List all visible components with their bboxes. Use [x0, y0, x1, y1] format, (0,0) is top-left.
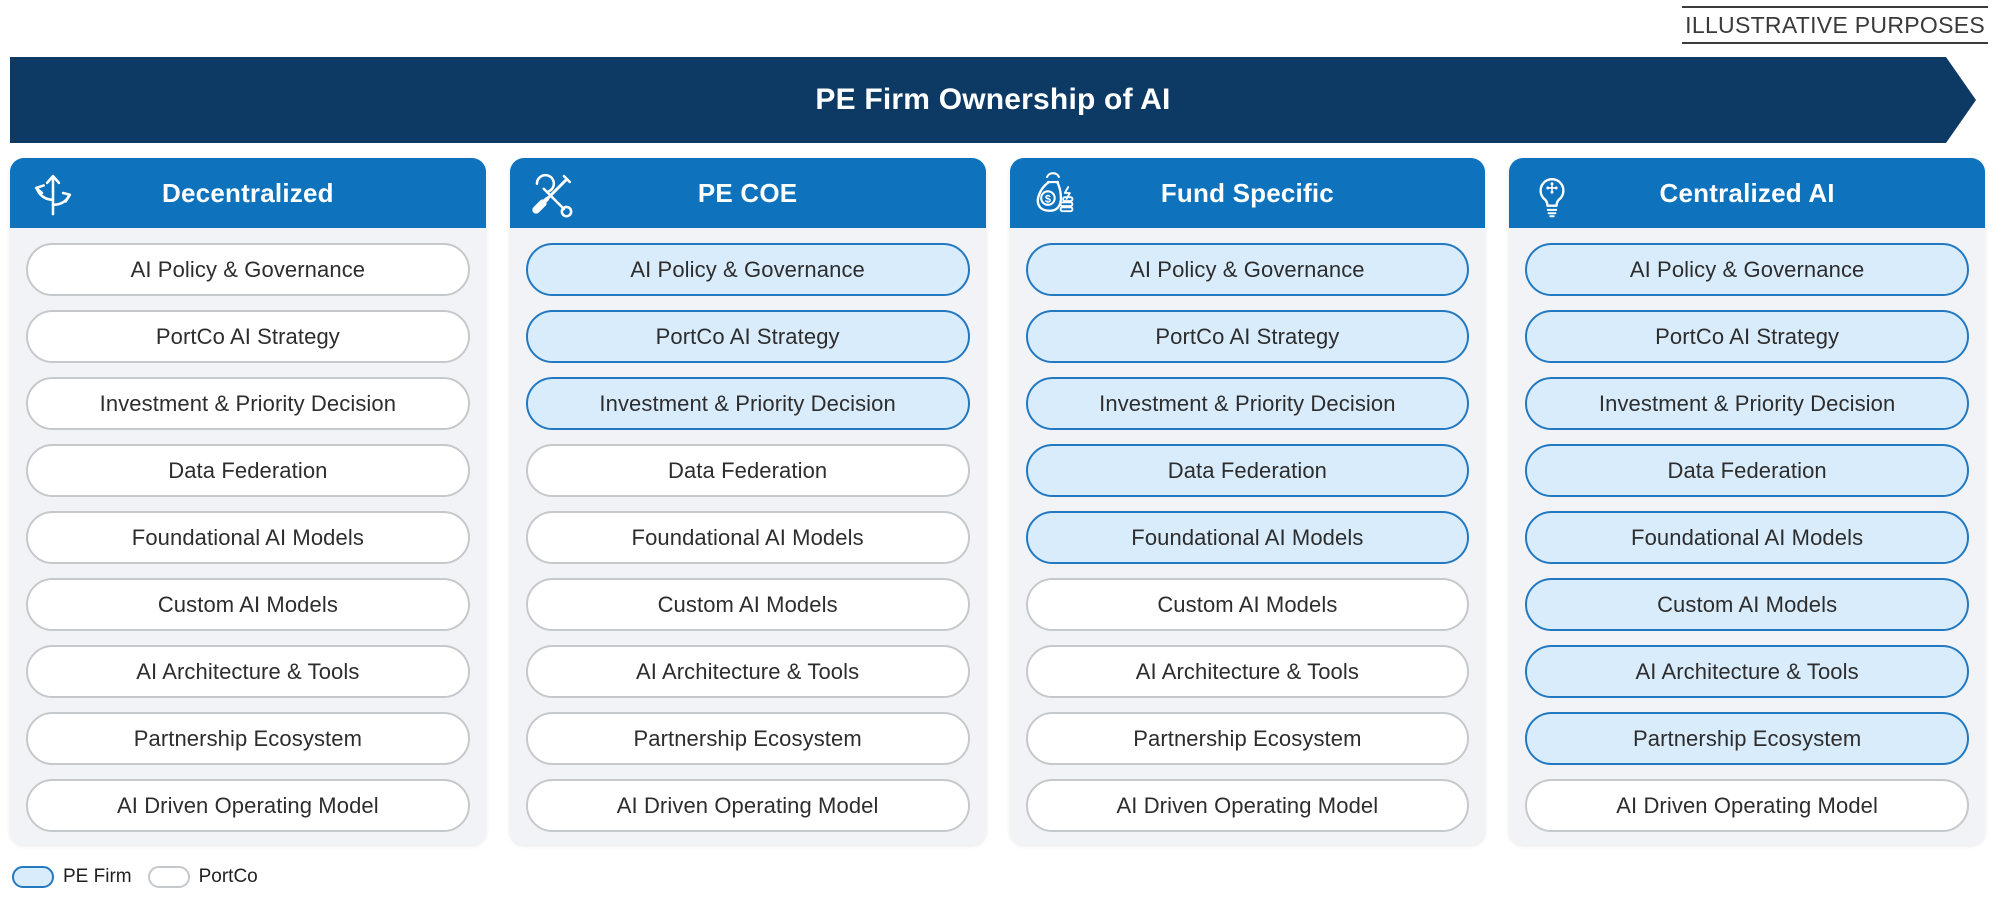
capability-pill-foundational-ai-models: Foundational AI Models [26, 511, 470, 564]
capability-pill-portco-ai-strategy: PortCo AI Strategy [1525, 310, 1969, 363]
ownership-card-pe-coe: PE COE AI Policy & Governance PortCo AI … [509, 158, 986, 845]
card-body: AI Policy & Governance PortCo AI Strateg… [1010, 228, 1486, 845]
capability-pill-portco-ai-strategy: PortCo AI Strategy [26, 310, 470, 363]
capability-pill-custom-ai-models: Custom AI Models [1525, 578, 1969, 631]
svg-text:$: $ [1044, 193, 1050, 205]
card-header: $ Fund Specific [1009, 158, 1486, 228]
card-header: Centralized AI [1509, 158, 1985, 228]
card-title: Centralized AI [1659, 177, 1835, 208]
banner-arrow: PE Firm Ownership of AI [10, 57, 1976, 143]
capability-pill-investment-priority-decision: Investment & Priority Decision [1025, 377, 1470, 430]
legend-item: PortCo [147, 866, 258, 888]
capability-pill-foundational-ai-models: Foundational AI Models [1525, 511, 1969, 564]
legend-swatch-portco [147, 866, 190, 888]
card-body: AI Policy & Governance PortCo AI Strateg… [10, 228, 486, 845]
card-title: Fund Specific [1160, 177, 1334, 208]
capability-pill-ai-driven-operating-model: AI Driven Operating Model [1025, 779, 1470, 832]
capability-pill-ai-driven-operating-model: AI Driven Operating Model [525, 779, 970, 832]
split-arrows-icon [34, 174, 72, 216]
capability-pill-ai-architecture-tools: AI Architecture & Tools [26, 645, 470, 698]
card-title: Decentralized [162, 177, 334, 208]
capability-pill-data-federation: Data Federation [1025, 444, 1470, 497]
capability-pill-partnership-ecosystem: Partnership Ecosystem [525, 712, 970, 765]
capability-pill-custom-ai-models: Custom AI Models [26, 578, 470, 631]
capability-pill-ai-policy-governance: AI Policy & Governance [525, 243, 970, 296]
legend: PE Firm PortCo [12, 866, 258, 888]
capability-pill-partnership-ecosystem: Partnership Ecosystem [1025, 712, 1470, 765]
legend-label: PortCo [198, 866, 258, 887]
capability-pill-investment-priority-decision: Investment & Priority Decision [1525, 377, 1969, 430]
capability-pill-ai-policy-governance: AI Policy & Governance [1525, 243, 1969, 296]
capability-pill-portco-ai-strategy: PortCo AI Strategy [525, 310, 970, 363]
lightbulb-icon-holder [1525, 166, 1579, 220]
capability-pill-partnership-ecosystem: Partnership Ecosystem [1525, 712, 1969, 765]
capability-pill-investment-priority-decision: Investment & Priority Decision [525, 377, 970, 430]
capability-pill-data-federation: Data Federation [1525, 444, 1969, 497]
illustrative-purposes-label: ILLUSTRATIVE PURPOSES [1682, 6, 1988, 44]
crossed-tools-icon [532, 173, 573, 218]
capability-pill-ai-driven-operating-model: AI Driven Operating Model [1525, 779, 1969, 832]
capability-pill-custom-ai-models: Custom AI Models [1025, 578, 1470, 631]
ownership-card-centralized-ai: Centralized AI AI Policy & Governance Po… [1509, 158, 1985, 845]
capability-pill-investment-priority-decision: Investment & Priority Decision [26, 377, 470, 430]
card-body: AI Policy & Governance PortCo AI Strateg… [1509, 228, 1985, 845]
ownership-card-decentralized: Decentralized AI Policy & Governance Por… [10, 158, 486, 845]
capability-pill-ai-architecture-tools: AI Architecture & Tools [525, 645, 970, 698]
card-header: Decentralized [10, 158, 486, 228]
money-bag-icon: $ [1036, 172, 1073, 213]
capability-pill-foundational-ai-models: Foundational AI Models [525, 511, 970, 564]
lightbulb-icon [1539, 178, 1565, 218]
crossed-tools-icon-holder [526, 166, 580, 220]
ownership-card-fund-specific: $ Fund Specific AI Policy & Governance P… [1009, 158, 1486, 845]
capability-pill-ai-architecture-tools: AI Architecture & Tools [1025, 645, 1470, 698]
capability-pill-partnership-ecosystem: Partnership Ecosystem [26, 712, 470, 765]
card-title: PE COE [697, 177, 798, 208]
ownership-models-row: Decentralized AI Policy & Governance Por… [10, 158, 1985, 845]
card-header: PE COE [509, 158, 986, 228]
capability-pill-foundational-ai-models: Foundational AI Models [1025, 511, 1470, 564]
legend-item: PE Firm [12, 866, 132, 888]
money-bag-icon-holder: $ [1026, 166, 1080, 220]
capability-pill-ai-policy-governance: AI Policy & Governance [26, 243, 470, 296]
capability-pill-ai-driven-operating-model: AI Driven Operating Model [26, 779, 470, 832]
banner-title: PE Firm Ownership of AI [815, 83, 1171, 116]
capability-pill-data-federation: Data Federation [525, 444, 970, 497]
card-body: AI Policy & Governance PortCo AI Strateg… [510, 228, 986, 845]
legend-label: PE Firm [63, 866, 132, 887]
capability-pill-custom-ai-models: Custom AI Models [525, 578, 970, 631]
legend-swatch-pe-firm [12, 866, 54, 888]
capability-pill-portco-ai-strategy: PortCo AI Strategy [1025, 310, 1470, 363]
capability-pill-ai-architecture-tools: AI Architecture & Tools [1525, 645, 1969, 698]
split-arrows-icon-holder [26, 166, 80, 220]
capability-pill-ai-policy-governance: AI Policy & Governance [1025, 243, 1470, 296]
capability-pill-data-federation: Data Federation [26, 444, 470, 497]
